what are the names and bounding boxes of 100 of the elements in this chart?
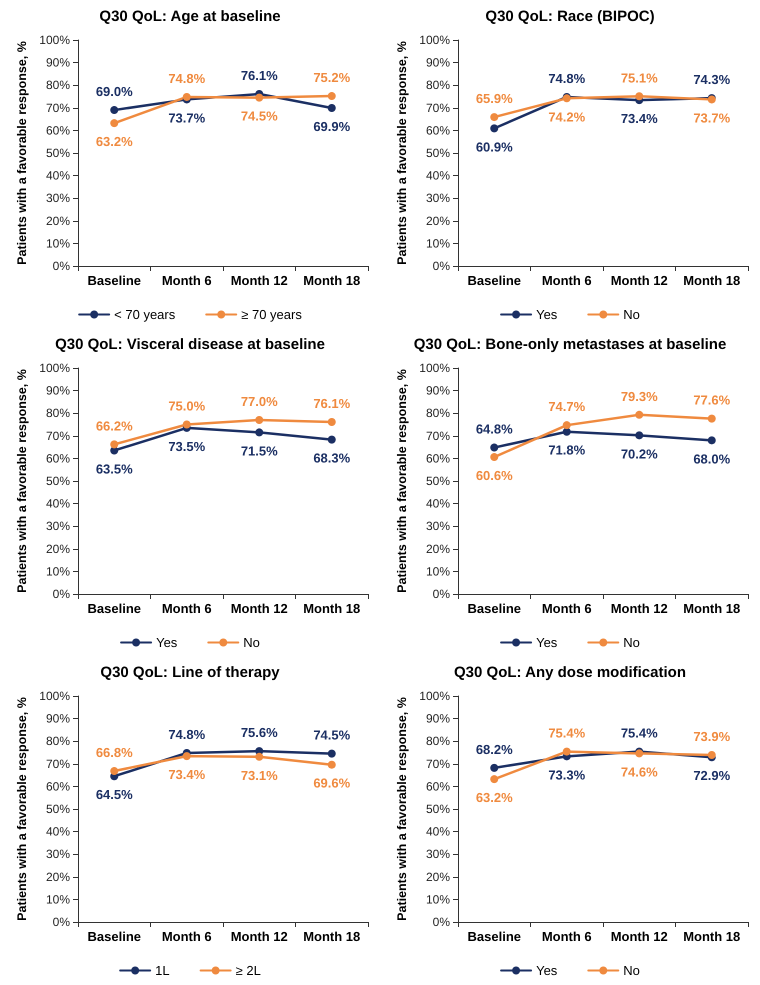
legend-label: No <box>623 963 640 978</box>
y-tick-label: 0% <box>432 587 450 601</box>
x-tick-label: Baseline <box>88 273 141 288</box>
y-axis-title: Patients with a favorable response, % <box>14 41 29 265</box>
y-tick-label: 50% <box>426 146 450 160</box>
y-tick-label: 40% <box>46 168 70 183</box>
data-label: 75.0% <box>168 398 206 414</box>
chart-title: Q30 QoL: Race (BIPOC) <box>485 8 655 25</box>
point <box>182 420 191 428</box>
y-tick-label: 100% <box>419 361 450 375</box>
y-tick-label: 20% <box>46 214 70 228</box>
data-label: 75.6% <box>240 725 278 740</box>
x-tick-label: Month 18 <box>683 929 740 944</box>
y-tick-label: 50% <box>426 474 450 488</box>
y-tick-label: 40% <box>426 824 450 839</box>
y-tick-label: 30% <box>46 519 70 534</box>
y-tick-label: 70% <box>46 428 70 443</box>
data-label: 73.9% <box>693 728 731 744</box>
point <box>110 119 118 128</box>
data-label: 73.1% <box>240 768 278 783</box>
x-tick-label: Month 12 <box>610 929 668 944</box>
data-label: 74.8% <box>548 70 586 86</box>
y-tick-label: 20% <box>46 542 70 556</box>
y-tick-label: 0% <box>52 915 70 929</box>
y-tick-label: 60% <box>426 123 450 138</box>
data-label: 71.8% <box>548 442 586 458</box>
y-tick-label: 90% <box>46 384 70 398</box>
y-tick-label: 60% <box>46 451 70 466</box>
point <box>635 410 644 419</box>
data-label: 60.9% <box>476 139 514 154</box>
y-tick-label: 40% <box>46 496 70 511</box>
point <box>328 104 336 112</box>
point <box>490 444 498 452</box>
data-label: 68.0% <box>693 451 731 466</box>
chart-title: Q30 QoL: Bone-only metastases at baseline <box>414 336 726 353</box>
point <box>255 416 264 424</box>
data-label: 63.5% <box>96 461 134 476</box>
data-label: 66.8% <box>96 745 134 760</box>
y-tick-label: 90% <box>46 56 70 70</box>
data-label: 74.5% <box>313 728 351 743</box>
x-tick-label: Month 6 <box>162 929 212 944</box>
y-tick-label: 80% <box>46 734 70 748</box>
y-tick-label: 70% <box>426 100 450 115</box>
data-label: 73.4% <box>620 111 658 126</box>
data-label: 74.6% <box>620 764 658 780</box>
x-tick-label: Month 12 <box>230 601 288 616</box>
data-label: 73.7% <box>168 110 206 126</box>
legend-label: ≥ 70 years <box>241 307 302 322</box>
legend-label: Yes <box>536 635 558 650</box>
data-label: 76.1% <box>240 68 278 84</box>
data-label: 74.8% <box>168 726 206 742</box>
y-tick-label: 60% <box>46 123 70 138</box>
data-label: 74.5% <box>240 108 278 124</box>
data-label: 73.4% <box>168 767 206 782</box>
data-label: 60.6% <box>476 468 514 484</box>
y-tick-label: 20% <box>426 214 450 228</box>
x-tick-label: Month 18 <box>683 601 740 616</box>
legend-label: < 70 years <box>114 307 176 322</box>
data-label: 66.2% <box>96 418 134 434</box>
y-axis-title: Patients with a favorable response, % <box>394 369 409 593</box>
y-tick-label: 30% <box>426 519 450 534</box>
y-tick-label: 50% <box>46 474 70 488</box>
x-tick-label: Month 12 <box>230 273 288 288</box>
chart-title: Q30 QoL: Any dose modification <box>454 664 686 681</box>
point <box>708 436 716 444</box>
x-tick-label: Month 18 <box>303 601 360 616</box>
y-tick-label: 30% <box>46 847 70 862</box>
y-tick-label: 10% <box>426 564 450 578</box>
x-tick-label: Month 18 <box>683 273 740 288</box>
point <box>110 440 118 448</box>
y-tick-label: 60% <box>46 779 70 794</box>
x-tick-label: Baseline <box>88 601 141 616</box>
point <box>255 428 264 436</box>
x-tick-label: Baseline <box>468 273 521 288</box>
x-tick-label: Baseline <box>468 929 521 944</box>
data-label: 70.2% <box>620 446 658 462</box>
data-label: 69.9% <box>313 119 351 134</box>
y-tick-label: 30% <box>46 191 70 206</box>
data-label: 79.3% <box>620 388 658 404</box>
point <box>708 750 716 759</box>
y-tick-label: 50% <box>46 802 70 816</box>
y-tick-label: 70% <box>46 756 70 771</box>
y-tick-label: 0% <box>52 587 70 601</box>
data-label: 77.0% <box>240 394 278 409</box>
y-tick-label: 100% <box>39 33 70 47</box>
y-tick-label: 10% <box>46 564 70 578</box>
point <box>490 775 498 784</box>
y-tick-label: 60% <box>426 451 450 466</box>
x-tick-label: Month 12 <box>610 601 668 616</box>
chart-title: Q30 QoL: Age at baseline <box>99 8 281 25</box>
data-label: 71.5% <box>240 443 278 458</box>
y-tick-label: 40% <box>426 168 450 183</box>
y-tick-label: 50% <box>426 802 450 816</box>
y-axis-title: Patients with a favorable response, % <box>14 369 29 593</box>
y-tick-label: 0% <box>52 259 70 273</box>
y-tick-label: 100% <box>419 33 450 47</box>
y-tick-label: 80% <box>46 78 70 92</box>
x-tick-label: Month 6 <box>542 273 592 288</box>
data-label: 74.7% <box>548 399 586 414</box>
x-tick-label: Month 18 <box>303 929 360 944</box>
